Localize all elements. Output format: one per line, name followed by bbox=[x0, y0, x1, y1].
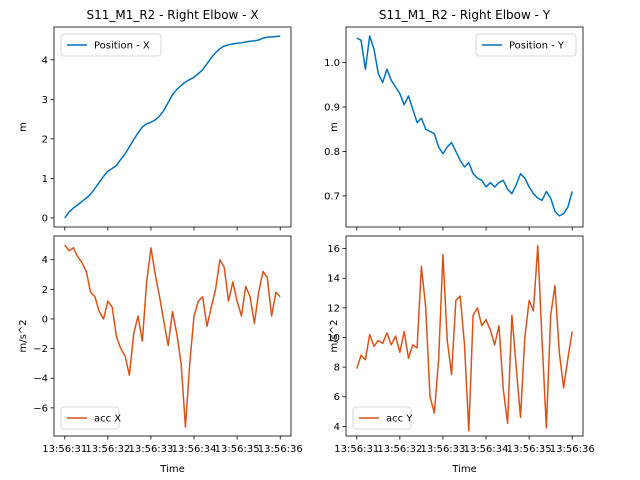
x-axis-label: Time bbox=[451, 464, 476, 475]
x-tick-label: 13:56:33 bbox=[420, 444, 465, 455]
plot-area bbox=[54, 236, 291, 436]
y-tick-label: 2 bbox=[42, 285, 48, 296]
y-tick-label: 8 bbox=[334, 363, 340, 374]
plot-area bbox=[346, 27, 583, 227]
legend-box bbox=[352, 406, 412, 430]
x-tick-label: 13:56:32 bbox=[85, 444, 130, 455]
x-tick-label: 13:56:34 bbox=[464, 444, 509, 455]
y-tick-label: 0.7 bbox=[324, 191, 340, 202]
y-tick-label: 4 bbox=[334, 422, 340, 433]
chart-x-acc: −6−4−202413:56:3113:56:3213:56:3313:56:3… bbox=[18, 235, 303, 475]
y-tick-label: 0.9 bbox=[324, 103, 340, 114]
y-axis-label: m bbox=[18, 122, 29, 132]
legend-label: acc Y bbox=[386, 414, 413, 425]
y-tick-label: 1 bbox=[42, 174, 48, 185]
x-tick-label: 13:56:35 bbox=[507, 444, 552, 455]
y-axis-label: m bbox=[329, 122, 340, 132]
x-tick-label: 13:56:36 bbox=[550, 444, 595, 455]
y-tick-label: 0 bbox=[42, 314, 48, 325]
plot-area bbox=[54, 27, 291, 227]
x-tick-label: 13:56:32 bbox=[377, 444, 422, 455]
y-tick-label: 0 bbox=[42, 213, 48, 224]
y-tick-label: 1.0 bbox=[324, 58, 340, 69]
axes-frame bbox=[53, 26, 292, 228]
x-tick-label: 13:56:36 bbox=[258, 444, 303, 455]
series-line-acc-y bbox=[356, 244, 573, 432]
y-tick-label: −4 bbox=[33, 374, 48, 385]
legend-label: Position - X bbox=[94, 41, 150, 52]
y-axis-label: m/s^2 bbox=[18, 319, 29, 352]
legend-label: acc X bbox=[94, 414, 121, 425]
legend: acc Y bbox=[352, 406, 413, 430]
legend: Position - Y bbox=[475, 33, 577, 57]
x-tick-label: 13:56:33 bbox=[128, 444, 173, 455]
legend: Position - X bbox=[60, 33, 162, 57]
x-tick-label: 13:56:31 bbox=[42, 444, 87, 455]
legend-box bbox=[475, 33, 577, 57]
axes-frame bbox=[345, 26, 584, 228]
legend: acc X bbox=[60, 406, 121, 430]
y-tick-label: 14 bbox=[327, 274, 340, 285]
x-tick-label: 13:56:34 bbox=[172, 444, 217, 455]
y-tick-label: 16 bbox=[327, 244, 340, 255]
y-tick-label: 12 bbox=[327, 303, 340, 314]
legend-box bbox=[60, 406, 120, 430]
series-line-position-x bbox=[64, 35, 281, 219]
y-tick-label: 4 bbox=[42, 55, 48, 66]
y-tick-label: −6 bbox=[33, 403, 48, 414]
y-axis-label: m/s^2 bbox=[329, 319, 340, 352]
series-line-position-y bbox=[356, 35, 573, 217]
legend-label: Position - Y bbox=[509, 41, 565, 52]
chart-x-position: S11_M1_R2 - Right Elbow - X 0 1 2 3 4 m Positio… bbox=[18, 8, 292, 231]
chart-title: S11_M1_R2 - Right Elbow - X bbox=[86, 8, 258, 22]
y-tick-label: 2 bbox=[42, 134, 48, 145]
chart-y-acc: 4681012141613:56:3113:56:3213:56:3313:56… bbox=[327, 235, 595, 475]
chart-title: S11_M1_R2 - Right Elbow - Y bbox=[379, 8, 551, 22]
y-tick-label: 10 bbox=[327, 333, 340, 344]
x-axis-label: Time bbox=[159, 464, 184, 475]
x-tick-label: 13:56:35 bbox=[215, 444, 260, 455]
y-tick-label: 3 bbox=[42, 95, 48, 106]
legend-box bbox=[60, 33, 162, 57]
y-tick-label: 0.8 bbox=[324, 147, 340, 158]
axes-frame bbox=[345, 235, 584, 437]
axes-frame bbox=[53, 235, 292, 437]
series-line-acc-x bbox=[64, 244, 281, 428]
y-tick-label: 4 bbox=[42, 255, 48, 266]
y-tick-label: −2 bbox=[33, 344, 48, 355]
chart-y-position: S11_M1_R2 - Right Elbow - Y 0.7 0.8 0.9 1.0 m… bbox=[324, 8, 584, 231]
x-tick-label: 13:56:31 bbox=[334, 444, 379, 455]
y-tick-label: 6 bbox=[334, 392, 340, 403]
